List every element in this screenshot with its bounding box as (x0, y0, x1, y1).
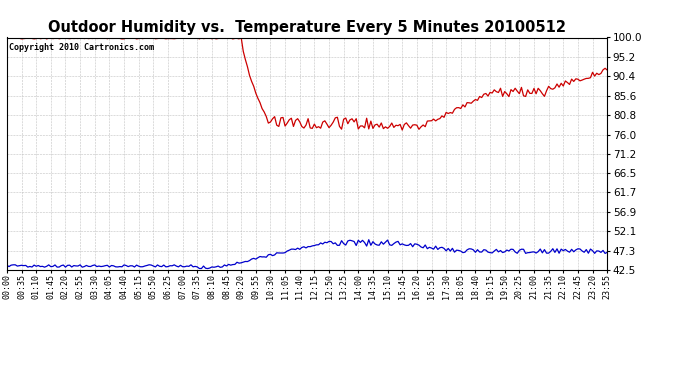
Text: Copyright 2010 Cartronics.com: Copyright 2010 Cartronics.com (9, 44, 154, 52)
Title: Outdoor Humidity vs.  Temperature Every 5 Minutes 20100512: Outdoor Humidity vs. Temperature Every 5… (48, 20, 566, 35)
